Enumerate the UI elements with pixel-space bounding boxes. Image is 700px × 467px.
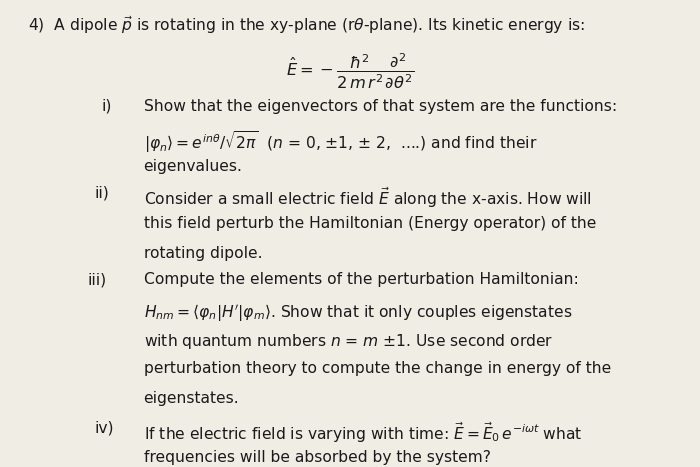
Text: rotating dipole.: rotating dipole. <box>144 246 262 261</box>
Text: ii): ii) <box>94 186 109 201</box>
Text: Compute the elements of the perturbation Hamiltonian:: Compute the elements of the perturbation… <box>144 272 578 287</box>
Text: iv): iv) <box>94 420 114 435</box>
Text: this field perturb the Hamiltonian (Energy operator) of the: this field perturb the Hamiltonian (Ener… <box>144 216 596 231</box>
Text: Show that the eigenvectors of that system are the functions:: Show that the eigenvectors of that syste… <box>144 99 617 113</box>
Text: iii): iii) <box>88 272 106 287</box>
Text: 4)  A dipole $\vec{p}$ is rotating in the xy-plane (r$\theta$-plane). Its kineti: 4) A dipole $\vec{p}$ is rotating in the… <box>28 14 585 35</box>
Text: Consider a small electric field $\vec{E}$ along the x-axis. How will: Consider a small electric field $\vec{E}… <box>144 186 592 210</box>
Text: perturbation theory to compute the change in energy of the: perturbation theory to compute the chang… <box>144 361 610 376</box>
Text: i): i) <box>102 99 112 113</box>
Text: If the electric field is varying with time: $\vec{E} = \vec{E}_0\, e^{-i\omega t: If the electric field is varying with ti… <box>144 420 582 445</box>
Text: with quantum numbers $n$ = $m$ $\pm1$. Use second order: with quantum numbers $n$ = $m$ $\pm1$. U… <box>144 332 553 351</box>
Text: frequencies will be absorbed by the system?: frequencies will be absorbed by the syst… <box>144 450 491 465</box>
Text: eigenvalues.: eigenvalues. <box>144 159 242 174</box>
Text: $\hat{E} = -\dfrac{\hbar^2}{2\,m\,r^2}\dfrac{\partial^2}{\partial\theta^2}$: $\hat{E} = -\dfrac{\hbar^2}{2\,m\,r^2}\d… <box>286 51 414 90</box>
Text: $H_{nm} = \langle \varphi_n | H' | \varphi_m \rangle$. Show that it only couples: $H_{nm} = \langle \varphi_n | H' | \varp… <box>144 302 572 323</box>
Text: $|\varphi_n \rangle =  e^{in\theta}/\sqrt{2\pi}$  ($n$ = 0, $\pm$1, $\pm$ 2,  ..: $|\varphi_n \rangle = e^{in\theta}/\sqrt… <box>144 129 537 156</box>
Text: eigenstates.: eigenstates. <box>144 391 239 406</box>
